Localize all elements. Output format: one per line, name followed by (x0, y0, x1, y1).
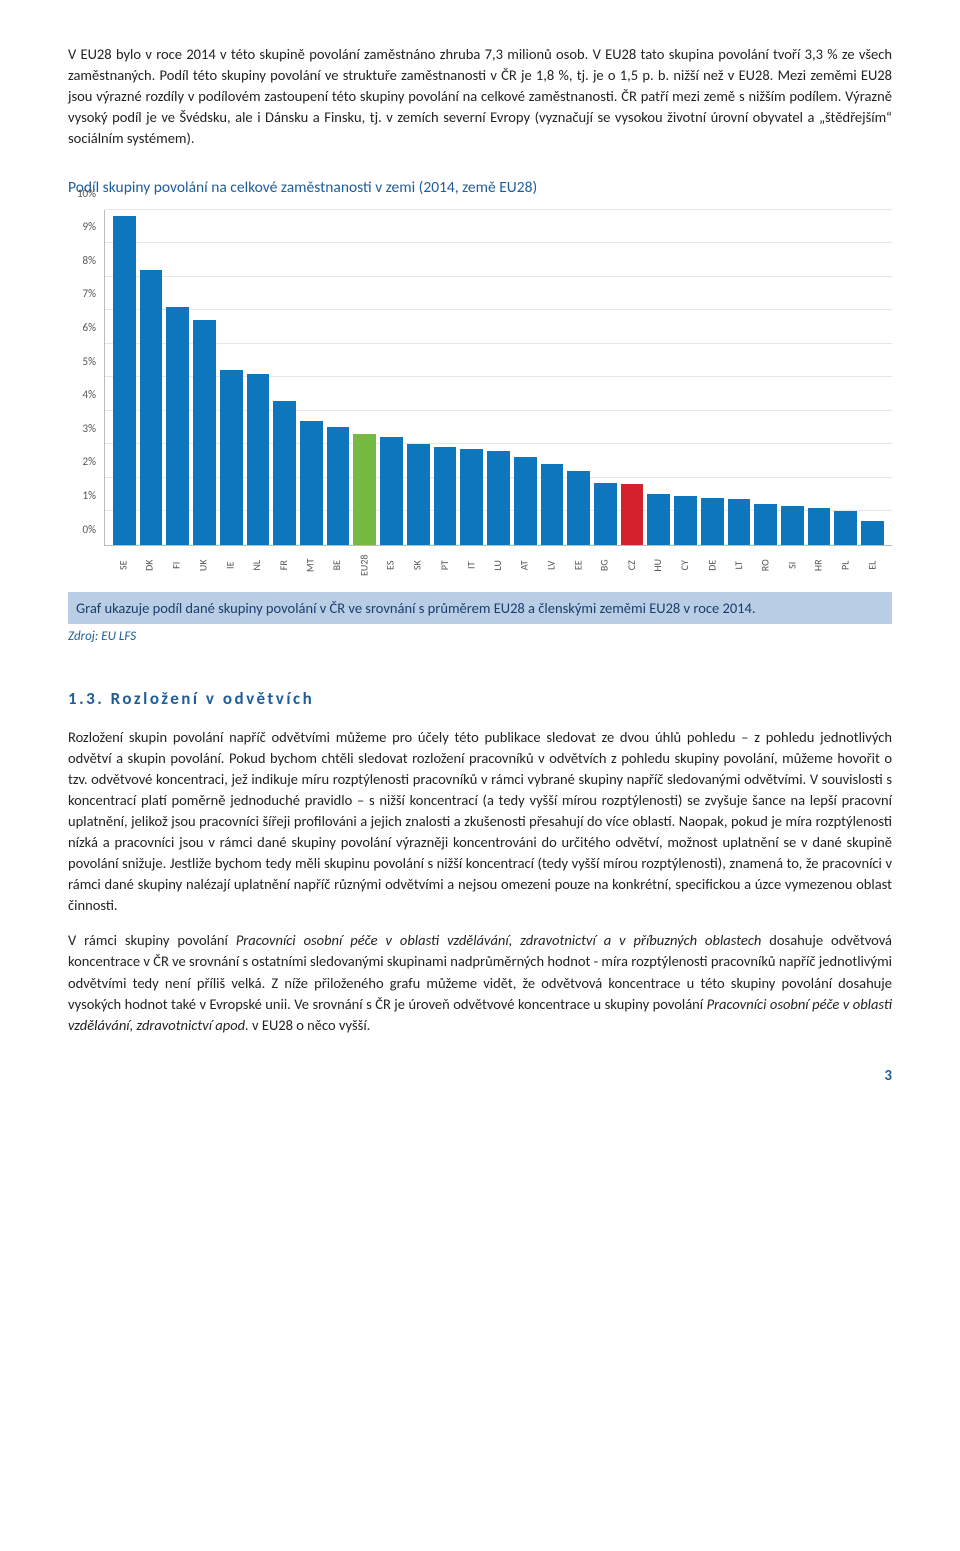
x-label: LV (540, 546, 563, 580)
bar-LV (541, 464, 564, 544)
chart-title: Podíl skupiny povolání na celkové zaměst… (68, 177, 892, 199)
bar-DE (701, 498, 724, 545)
bar-SK (407, 444, 430, 545)
body-paragraph-2: V rámci skupiny povolání Pracovníci osob… (68, 930, 892, 1035)
chart-source: Zdroj: EU LFS (68, 628, 892, 647)
x-label: FR (273, 546, 296, 580)
x-label: SE (112, 546, 135, 580)
y-tick: 10% (77, 186, 96, 202)
x-label: PL (835, 546, 858, 580)
x-label: LT (728, 546, 751, 580)
bar-HR (808, 508, 831, 545)
x-label: FI (166, 546, 189, 580)
y-tick: 0% (83, 522, 96, 538)
y-tick: 8% (83, 253, 96, 269)
bar-LT (728, 499, 751, 544)
bar-SI (781, 506, 804, 545)
x-label: SI (781, 546, 804, 580)
x-label: HU (647, 546, 670, 580)
bar-FI (166, 307, 189, 545)
text: v EU28 o něco vyšší. (249, 1016, 371, 1034)
x-label: AT (513, 546, 536, 580)
page-number: 3 (68, 1066, 892, 1088)
x-label: SK (406, 546, 429, 580)
x-label: EU28 (353, 546, 376, 580)
x-label: MT (299, 546, 322, 580)
bar-UK (193, 320, 216, 544)
bar-CZ (621, 484, 644, 544)
x-label: IT (460, 546, 483, 580)
x-label: DK (139, 546, 162, 580)
x-label: HR (808, 546, 831, 580)
x-label: EL (861, 546, 884, 580)
x-label: PT (433, 546, 456, 580)
section-heading: 1.3. Rozložení v odvětvích (68, 687, 892, 712)
italic-term: Pracovníci osobní péče v oblasti vzděláv… (236, 931, 762, 949)
text: V rámci skupiny povolání (68, 931, 236, 949)
bar-RO (754, 504, 777, 544)
bar-IE (220, 370, 243, 544)
x-label: BG (594, 546, 617, 580)
chart-caption: Graf ukazuje podíl dané skupiny povolání… (68, 592, 892, 624)
x-label: EE (567, 546, 590, 580)
bar-BE (327, 427, 350, 544)
x-label: IE (219, 546, 242, 580)
bar-LU (487, 451, 510, 545)
x-label: CY (674, 546, 697, 580)
x-label: CZ (621, 546, 644, 580)
bar-MT (300, 421, 323, 545)
bar-BG (594, 483, 617, 545)
bar-chart: 0%1%2%3%4%5%6%7%8%9%10% SEDKFIUKIENLFRMT… (68, 210, 892, 580)
y-tick: 6% (83, 320, 96, 336)
bar-IT (460, 449, 483, 544)
bar-CY (674, 496, 697, 545)
bar-SE (113, 216, 136, 544)
bar-HU (647, 494, 670, 544)
x-label: NL (246, 546, 269, 580)
y-tick: 7% (83, 286, 96, 302)
x-label: ES (380, 546, 403, 580)
x-label: UK (192, 546, 215, 580)
intro-paragraph: V EU28 bylo v roce 2014 v této skupině p… (68, 44, 892, 149)
x-label: RO (754, 546, 777, 580)
y-tick: 5% (83, 354, 96, 370)
y-tick: 1% (83, 488, 96, 504)
x-label: DE (701, 546, 724, 580)
bar-FR (273, 401, 296, 545)
bar-EU28 (353, 434, 376, 545)
x-label: LU (487, 546, 510, 580)
y-tick: 4% (83, 387, 96, 403)
bar-EE (567, 471, 590, 545)
y-tick: 3% (83, 421, 96, 437)
body-paragraph-1: Rozložení skupin povolání napříč odvětví… (68, 727, 892, 916)
x-label: BE (326, 546, 349, 580)
bar-ES (380, 437, 403, 544)
bar-NL (247, 374, 270, 545)
bar-PT (434, 447, 457, 544)
bar-PL (834, 511, 857, 545)
bar-AT (514, 457, 537, 544)
bar-EL (861, 521, 884, 544)
y-tick: 2% (83, 454, 96, 470)
y-tick: 9% (83, 219, 96, 235)
bar-DK (140, 270, 163, 545)
